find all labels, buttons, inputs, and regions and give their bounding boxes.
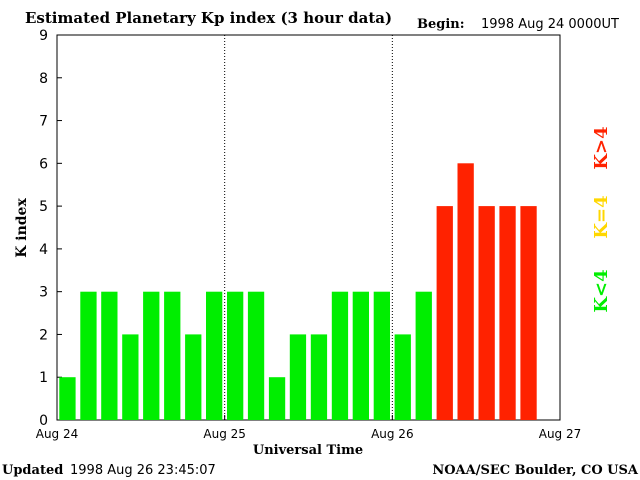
kp-bar bbox=[331, 291, 349, 420]
kp-bar bbox=[80, 291, 97, 420]
updated-label: Updated bbox=[2, 463, 63, 478]
kp-bar bbox=[394, 334, 411, 420]
kp-bar bbox=[373, 291, 390, 420]
y-tick-label: 6 bbox=[39, 156, 48, 172]
y-tick-label: 7 bbox=[39, 114, 48, 130]
kp-bar bbox=[122, 334, 139, 420]
y-tick-label: 3 bbox=[39, 285, 48, 301]
y-tick-label: 9 bbox=[39, 28, 48, 44]
kp-bar bbox=[520, 206, 537, 420]
day-separator-lines bbox=[224, 35, 393, 420]
kp-bars bbox=[59, 163, 537, 421]
kp-bar bbox=[436, 206, 453, 420]
kp-bar bbox=[457, 163, 474, 421]
x-tick-label: Aug 25 bbox=[203, 427, 246, 441]
x-tick-label: Aug 27 bbox=[539, 427, 582, 441]
x-tick-label: Aug 26 bbox=[371, 427, 414, 441]
plot-frame bbox=[56, 34, 561, 421]
x-tick-label: Aug 24 bbox=[36, 427, 79, 441]
y-tick-label: 4 bbox=[39, 242, 48, 258]
kp-bar bbox=[101, 291, 118, 420]
kp-bar bbox=[310, 334, 328, 420]
legend-high: K>4 bbox=[591, 126, 612, 169]
kp-bar bbox=[268, 377, 286, 420]
legend-low: K<4 bbox=[591, 269, 612, 312]
kp-bar bbox=[185, 334, 202, 420]
updated-value: 1998 Aug 26 23:45:07 bbox=[70, 463, 216, 478]
legend-equal: K=4 bbox=[591, 195, 612, 238]
kp-bar bbox=[206, 291, 223, 420]
kp-bar bbox=[143, 291, 160, 420]
credit-text: NOAA/SEC Boulder, CO USA bbox=[432, 463, 639, 478]
begin-label: Begin: bbox=[417, 17, 465, 32]
y-axis-label: K index bbox=[14, 198, 30, 258]
y-tick-label: 1 bbox=[39, 370, 48, 386]
kp-bar bbox=[289, 334, 307, 420]
kp-bar bbox=[352, 291, 369, 420]
x-axis-ticks: Aug 24 Aug 25 Aug 26 Aug 27 bbox=[36, 415, 582, 441]
kp-bar bbox=[164, 291, 181, 420]
kp-bar bbox=[227, 291, 244, 420]
chart-title: Estimated Planetary Kp index (3 hour dat… bbox=[25, 9, 392, 27]
kp-bar bbox=[499, 206, 516, 420]
kp-bar bbox=[247, 291, 265, 420]
y-tick-label: 2 bbox=[39, 327, 48, 343]
y-axis-ticks: 0 1 2 3 4 5 6 7 8 9 bbox=[39, 28, 62, 429]
kp-bar bbox=[59, 377, 76, 420]
kp-bar bbox=[478, 206, 495, 420]
y-tick-label: 8 bbox=[39, 71, 48, 87]
y-tick-label: 0 bbox=[39, 413, 48, 429]
begin-value: 1998 Aug 24 0000UT bbox=[481, 17, 619, 32]
x-axis-label: Universal Time bbox=[253, 443, 363, 458]
kp-bar bbox=[415, 291, 432, 420]
y-tick-label: 5 bbox=[39, 199, 48, 215]
